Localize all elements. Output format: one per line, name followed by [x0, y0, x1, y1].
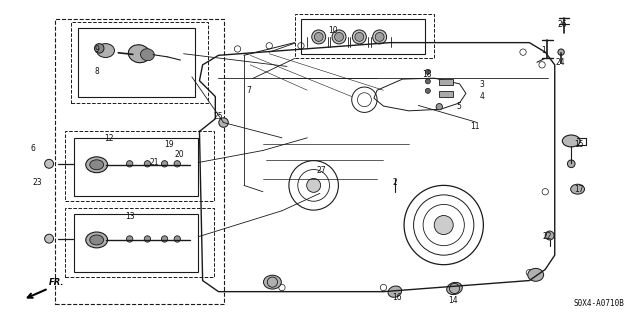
Circle shape: [174, 161, 180, 167]
Bar: [294, 14, 434, 59]
Text: 8: 8: [94, 67, 99, 76]
Ellipse shape: [141, 49, 154, 61]
Text: 2: 2: [392, 178, 397, 187]
Bar: [439, 91, 453, 97]
Text: 18: 18: [422, 70, 431, 79]
Ellipse shape: [571, 184, 584, 194]
Text: 11: 11: [470, 122, 480, 131]
Text: 27: 27: [316, 166, 326, 175]
Circle shape: [568, 160, 575, 168]
Circle shape: [426, 79, 430, 84]
Text: 23: 23: [33, 178, 42, 187]
Circle shape: [45, 159, 54, 168]
Text: 3: 3: [479, 80, 484, 89]
Text: S0X4-A0710B: S0X4-A0710B: [573, 300, 625, 308]
Circle shape: [144, 161, 150, 167]
Text: 7: 7: [246, 86, 252, 95]
Text: 5: 5: [456, 102, 461, 111]
Text: FR.: FR.: [49, 278, 64, 287]
Circle shape: [127, 236, 133, 242]
Ellipse shape: [129, 45, 150, 63]
Circle shape: [335, 32, 344, 41]
Ellipse shape: [90, 160, 104, 170]
Bar: [56, 19, 223, 304]
Bar: [439, 79, 453, 85]
Text: 22: 22: [542, 232, 552, 241]
Circle shape: [355, 32, 364, 41]
Circle shape: [434, 215, 453, 235]
Ellipse shape: [90, 235, 104, 245]
Bar: [74, 214, 198, 272]
Ellipse shape: [86, 232, 108, 248]
Bar: [301, 19, 425, 54]
Ellipse shape: [86, 157, 108, 173]
Text: 20: 20: [174, 150, 184, 159]
Ellipse shape: [447, 282, 462, 295]
Text: 6: 6: [31, 144, 36, 153]
Ellipse shape: [264, 275, 282, 289]
Text: 12: 12: [104, 134, 114, 143]
Text: 26: 26: [557, 20, 567, 29]
Text: 17: 17: [574, 185, 584, 194]
Circle shape: [219, 118, 228, 127]
Ellipse shape: [388, 286, 402, 297]
Circle shape: [375, 32, 384, 41]
Circle shape: [161, 161, 168, 167]
Circle shape: [174, 236, 180, 242]
Text: 19: 19: [164, 140, 174, 149]
Text: 10: 10: [328, 26, 337, 35]
Circle shape: [161, 236, 168, 242]
Circle shape: [307, 178, 321, 192]
Ellipse shape: [528, 268, 543, 281]
Circle shape: [436, 104, 442, 110]
Circle shape: [332, 30, 346, 44]
Text: 24: 24: [555, 58, 564, 67]
Circle shape: [127, 161, 133, 167]
Circle shape: [426, 69, 430, 74]
Text: 9: 9: [94, 45, 99, 54]
Circle shape: [45, 234, 54, 243]
Text: 16: 16: [392, 292, 402, 301]
Circle shape: [558, 49, 564, 55]
Text: 4: 4: [479, 92, 484, 101]
Circle shape: [426, 88, 430, 93]
Text: 15: 15: [574, 140, 584, 149]
Text: 21: 21: [149, 158, 159, 167]
Bar: [71, 22, 208, 103]
Circle shape: [95, 44, 104, 53]
Bar: [77, 28, 195, 97]
Bar: [65, 208, 214, 277]
Bar: [65, 132, 214, 201]
Circle shape: [353, 30, 366, 44]
Text: 14: 14: [449, 296, 458, 305]
Text: 1: 1: [541, 46, 547, 55]
Bar: [74, 138, 198, 196]
Ellipse shape: [563, 135, 580, 147]
Text: 13: 13: [125, 212, 134, 221]
Text: 25: 25: [214, 112, 223, 121]
Circle shape: [144, 236, 150, 242]
Circle shape: [312, 30, 326, 44]
Ellipse shape: [97, 44, 115, 58]
Circle shape: [314, 32, 323, 41]
Circle shape: [545, 231, 554, 240]
Circle shape: [372, 30, 387, 44]
